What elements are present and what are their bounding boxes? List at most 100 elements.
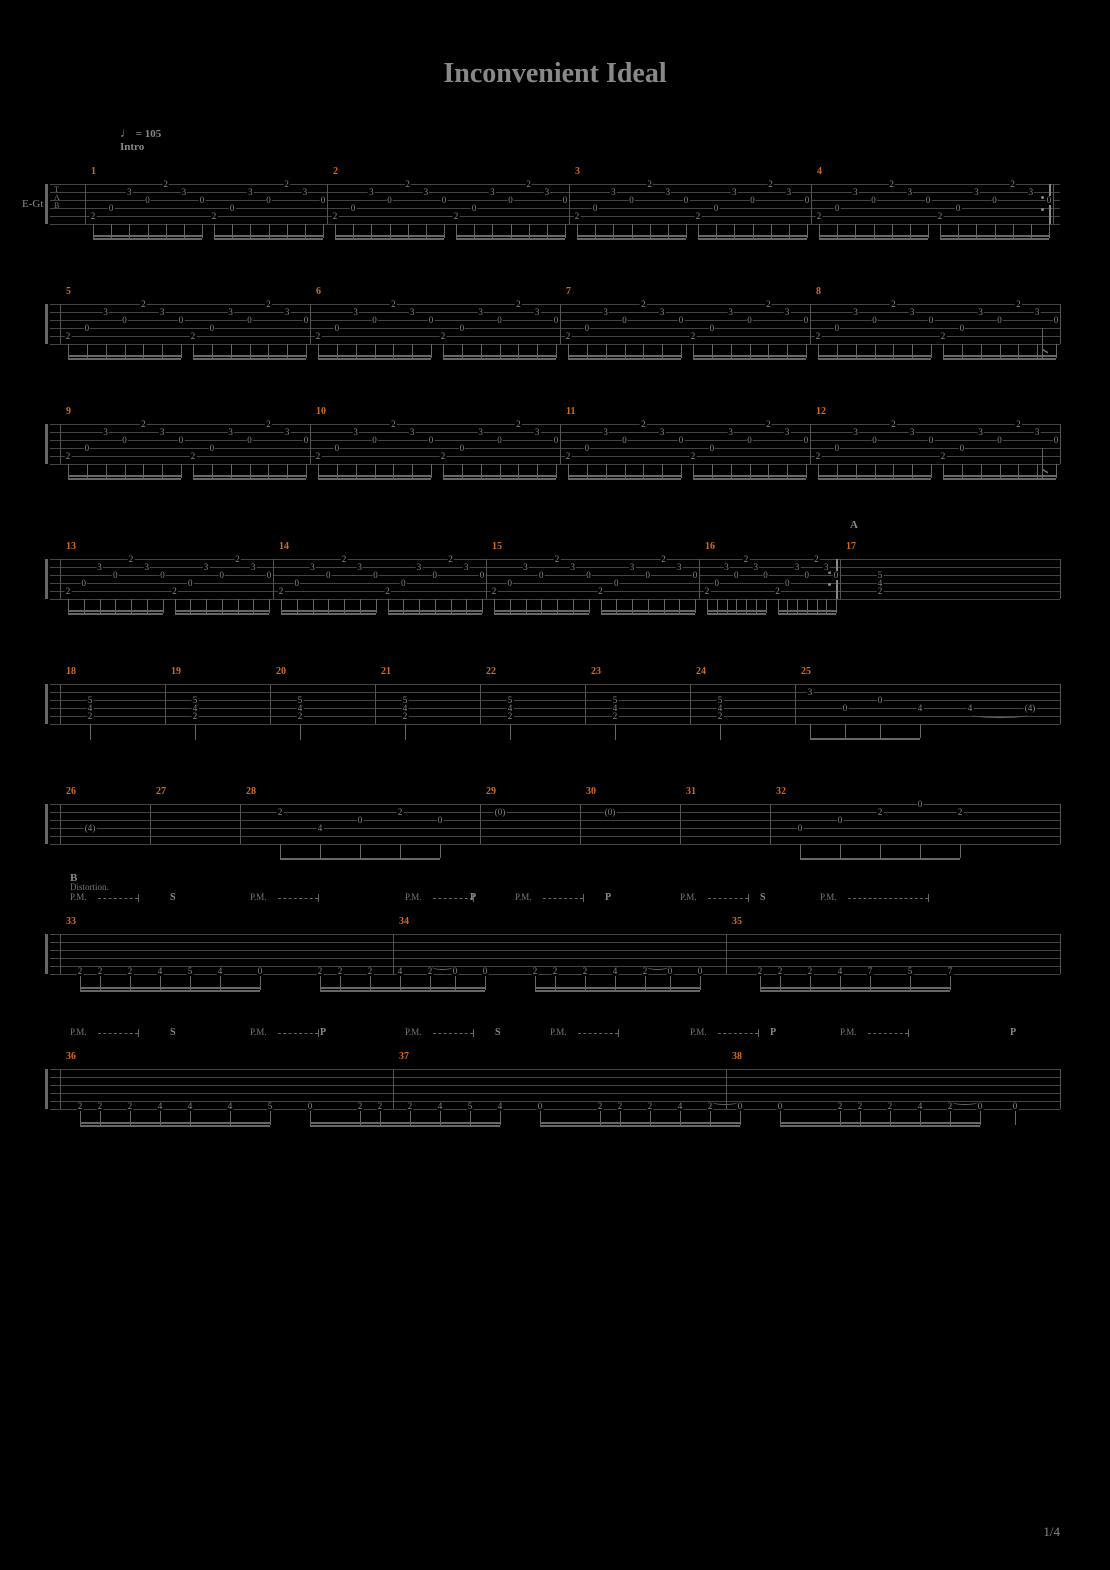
fret-number: 4	[497, 1102, 504, 1111]
fret-number: 2	[397, 808, 404, 817]
measure-number: 33	[66, 916, 76, 927]
fret-number: 0	[645, 571, 652, 580]
fret-number: 4	[187, 1102, 194, 1111]
fret-number: 2	[807, 967, 814, 976]
fret-number: 0	[507, 579, 514, 588]
measure-number: 19	[171, 666, 181, 677]
measure-number: 23	[591, 666, 601, 677]
fret-number: 2	[297, 712, 304, 721]
fret-number: 2	[278, 587, 285, 596]
fret-number: 0	[1046, 196, 1053, 205]
tab-system: 333435BDistortion.P.M.P.M.P.M.P.M.P.M.P.…	[50, 920, 1060, 980]
fret-number: 2	[707, 1102, 714, 1111]
palm-mute: P.M.	[70, 1027, 87, 1037]
fret-number: 0	[209, 324, 216, 333]
fret-number: 3	[784, 428, 791, 437]
fret-number: 2	[597, 587, 604, 596]
fret-number: 3	[659, 428, 666, 437]
fret-number: 3	[629, 563, 636, 572]
fret-number: 0	[496, 436, 503, 445]
fret-number: 0	[303, 436, 310, 445]
fret-number: 2	[65, 332, 72, 341]
fret-number: 3	[731, 188, 738, 197]
tab-system: 26272829303132(4)24020(0)(0)00202	[50, 790, 1060, 850]
fret-number: 2	[87, 712, 94, 721]
fret-number: 4	[317, 824, 324, 833]
fret-number: 2	[532, 967, 539, 976]
fret-number: 3	[489, 188, 496, 197]
fret-number: 0	[928, 316, 935, 325]
fret-number: 3	[227, 428, 234, 437]
fret-number: 0	[804, 571, 811, 580]
fret-number: 0	[386, 196, 393, 205]
fret-number: 2	[404, 180, 411, 189]
fret-number: 4	[837, 967, 844, 976]
fret-number: 2	[887, 1102, 894, 1111]
fret-number: 0	[713, 204, 720, 213]
fret-number: 0	[400, 579, 407, 588]
fret-number: 2	[90, 212, 97, 221]
fret-number: 4	[677, 1102, 684, 1111]
fret-number: 3	[96, 563, 103, 572]
fret-number: 0	[834, 444, 841, 453]
fret-number: 0	[928, 436, 935, 445]
fret-number: 0	[749, 196, 756, 205]
fret-number: 2	[877, 808, 884, 817]
fret-number: 3	[159, 428, 166, 437]
measure-number: 8	[816, 286, 821, 297]
fret-number: 2	[565, 452, 572, 461]
fret-number: (4)	[84, 824, 97, 833]
fret-number: 0	[733, 571, 740, 580]
measure-number: 24	[696, 666, 706, 677]
fret-number: 0	[187, 579, 194, 588]
measure-number: 35	[732, 916, 742, 927]
fret-number: 2	[390, 420, 397, 429]
fret-number: 3	[423, 188, 430, 197]
fret-number: 3	[409, 308, 416, 317]
fret-number: 0	[628, 196, 635, 205]
fret-number: (0)	[494, 808, 507, 817]
fret-number: 2	[765, 420, 772, 429]
fret-number: 0	[265, 196, 272, 205]
fret-number: 3	[784, 308, 791, 317]
fret-number: 0	[371, 316, 378, 325]
fret-number: 0	[229, 204, 236, 213]
palm-mute: P.M.	[550, 1027, 567, 1037]
fret-number: 2	[640, 300, 647, 309]
fret-number: 3	[544, 188, 551, 197]
fret-number: 3	[823, 563, 830, 572]
fret-number: 3	[144, 563, 151, 572]
fret-number: 0	[325, 571, 332, 580]
fret-number: 3	[727, 428, 734, 437]
measure-number: 37	[399, 1051, 409, 1062]
fret-number: 0	[199, 196, 206, 205]
fret-number: 3	[659, 308, 666, 317]
fret-number: 2	[265, 420, 272, 429]
section-marker: A	[850, 519, 858, 531]
fret-number: 2	[97, 967, 104, 976]
measure-number: 18	[66, 666, 76, 677]
fret-number: 2	[774, 587, 781, 596]
fret-number: 2	[357, 1102, 364, 1111]
fret-number: 2	[1009, 180, 1016, 189]
fret-number: 2	[491, 587, 498, 596]
measure-number: 17	[846, 541, 856, 552]
technique-mark: P	[1010, 1027, 1016, 1038]
fret-number: 3	[203, 563, 210, 572]
measure-number: 1	[91, 166, 96, 177]
fret-number: 2	[315, 332, 322, 341]
fret-number: 7	[867, 967, 874, 976]
fret-number: 0	[84, 324, 91, 333]
fret-number: 2	[837, 1102, 844, 1111]
measure-number: 36	[66, 1051, 76, 1062]
fret-number: 2	[815, 452, 822, 461]
fret-number: 0	[246, 316, 253, 325]
measure-number: 4	[817, 166, 822, 177]
fret-number: 2	[128, 555, 135, 564]
tab-system: TABE-Gt123420302302030230203023020302302…	[50, 170, 1060, 230]
fret-number: 0	[777, 1102, 784, 1111]
fret-number: 3	[416, 563, 423, 572]
fret-number: 3	[753, 563, 760, 572]
fret-number: 0	[1012, 1102, 1019, 1111]
fret-number: 0	[482, 967, 489, 976]
